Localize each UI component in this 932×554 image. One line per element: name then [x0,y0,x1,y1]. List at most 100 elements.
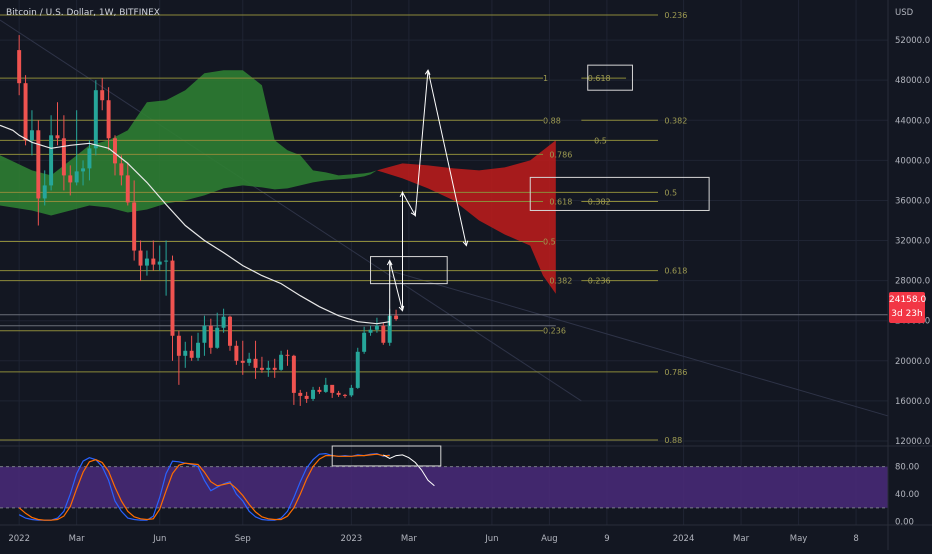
time-axis-tick: May [790,534,808,544]
candle-body [323,384,328,392]
projection-cloud-red [376,140,556,294]
candle-body [113,138,117,164]
projection-arrowhead [462,240,469,247]
annotation-box [370,256,448,285]
last-price-value: 24158.0 [889,295,927,305]
candle-body [298,392,303,396]
fib-level-label: 0.382 [588,197,611,206]
candle-body [144,258,149,266]
candle-body [17,50,22,84]
price-axis-tick: 36000.0 [895,196,930,206]
projection-arrowhead [424,69,431,75]
candle-body [253,358,258,368]
candle-body [228,316,232,346]
price-axis-tick: 52000.0 [895,36,930,46]
candle-body [202,325,207,343]
fib-level-label: 0.236 [588,277,611,286]
candle-body [196,342,201,358]
stoch-band [0,466,888,508]
price-axis-tick: 48000.0 [895,76,930,86]
time-axis-tick: 2022 [8,534,30,544]
candle-body [100,90,105,101]
candle-body [36,130,41,199]
candle-body [42,185,47,199]
fib-level-label: 0.236 [664,11,687,20]
candle-body [394,315,399,320]
candle-body [23,83,28,141]
fib-level-label: 0.5 [664,188,677,197]
price-axis-tick: 40000.0 [895,156,930,166]
price-axis-tick: 16000.0 [895,397,930,407]
candle-body [106,100,111,139]
candle-body [93,90,98,149]
candle-body [183,350,188,356]
fib-level-label: 0.236 [543,327,566,336]
currency-label: USD [895,8,914,18]
stoch-d-line [18,453,390,521]
time-axis-tick: Mar [69,534,86,544]
candle-body [311,389,316,399]
symbol-title: Bitcoin / U.S. Dollar, 1W, BITFINEX [6,8,160,18]
time-axis-tick: 9 [604,534,609,544]
candle-body [176,335,181,356]
fib-level-label: 0.618 [588,74,611,83]
candle-body [355,351,360,388]
fib-level-label: 0.382 [549,277,572,286]
candle-body [74,171,79,183]
candle-body [349,387,354,396]
fib-level-label: 0.5 [543,238,556,247]
candle-body [279,354,284,370]
candle-body [317,389,322,392]
projection-arrowhead [410,210,416,217]
fib-level-label: 0.88 [664,436,682,445]
candle-body [49,135,54,186]
candle-body [234,345,239,361]
candle-body [138,250,143,266]
stoch-axis-tick: 80.00 [895,463,919,473]
price-axis-tick: 28000.0 [895,277,930,287]
stoch-axis-tick: 40.00 [895,490,919,500]
price-axis-tick: 20000.0 [895,357,930,367]
candle-body [330,384,335,393]
candle-body [368,329,373,333]
fib-level-label: 0.618 [664,267,687,276]
candle-body [132,202,137,251]
fib-level-label: 0.786 [549,150,572,159]
stoch-k-line [18,452,390,521]
price-axis-tick: 12000.0 [895,437,930,447]
candle-body [81,168,86,172]
time-axis-tick: Mar [401,534,418,544]
last-price-badge: 24158.0 3d 23h [889,292,927,323]
time-axis-tick: 2024 [673,534,695,544]
time-axis-tick: Jun [484,534,498,544]
candle-body [374,325,379,330]
projection-cloud-green [0,70,377,216]
time-axis-tick: 2023 [341,534,363,544]
candle-body [266,367,271,370]
candle-body [55,135,60,139]
candle-body [157,261,162,265]
time-axis-tick: Mar [733,534,750,544]
candle-body [87,148,92,169]
price-axis-tick: 44000.0 [895,116,930,126]
projection-arrowhead [399,191,406,198]
candle-body [240,360,245,363]
candle-body [387,315,392,343]
time-axis-tick: Sep [235,534,251,544]
time-axis-tick: Jun [152,534,166,544]
fib-level-label: 0.786 [664,368,687,377]
candle-body [247,358,252,363]
annotation-box [529,176,710,211]
candle-body [304,395,309,399]
candle-body [381,325,386,343]
stoch-axis-tick: 0.00 [895,518,914,528]
candle-body [119,163,124,176]
candle-body [29,130,34,141]
candle-body [259,367,264,370]
candle-body [208,325,213,348]
fib-level-label: 1 [543,74,548,83]
candle-body [68,175,73,183]
candle-body [189,350,194,358]
